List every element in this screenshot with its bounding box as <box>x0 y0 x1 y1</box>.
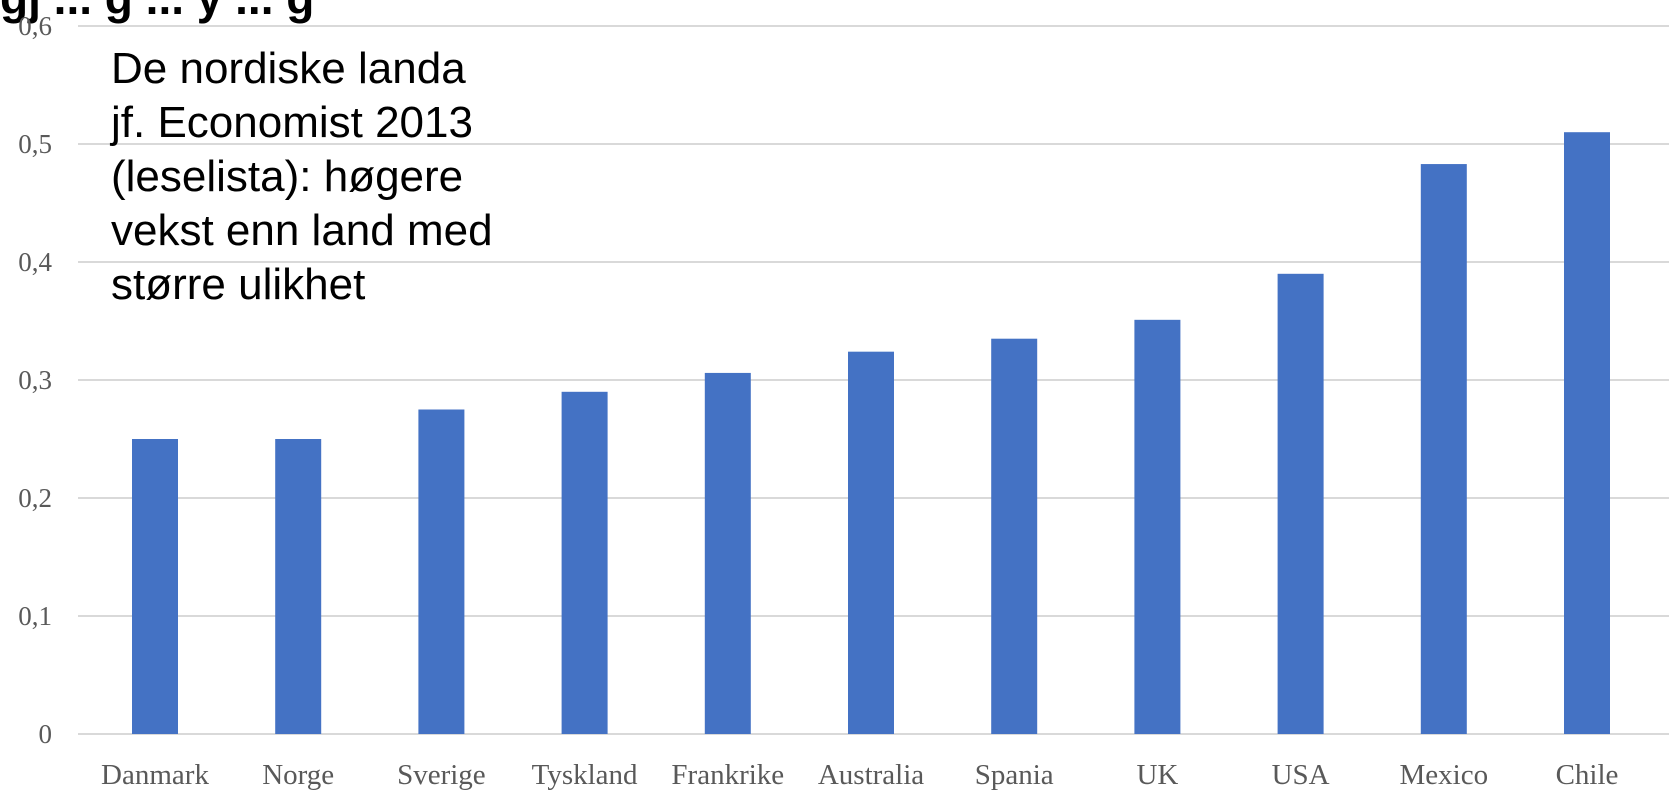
y-tick-label: 0,4 <box>18 247 52 277</box>
bar-uk <box>1134 319 1181 734</box>
bar-danmark <box>132 439 178 734</box>
bar-australia <box>848 351 894 734</box>
y-tick-label: 0,5 <box>18 129 52 159</box>
x-tick-label: Tyskland <box>532 759 638 791</box>
bar-sverige <box>418 409 465 734</box>
x-tick-label: Spania <box>975 759 1054 791</box>
x-tick-label: USA <box>1272 759 1330 791</box>
bar-chile <box>1564 132 1610 734</box>
annotation-line: vekst enn land med <box>111 206 493 255</box>
y-tick-label: 0,2 <box>18 483 52 513</box>
annotation-line: jf. Economist 2013 <box>111 98 473 147</box>
chart-title: gj ... g ... y ... g <box>0 0 314 24</box>
y-tick-label: 0,1 <box>18 601 52 631</box>
x-tick-label: Danmark <box>101 759 209 791</box>
bar-usa <box>1277 273 1324 734</box>
y-tick-label: 0 <box>39 719 53 749</box>
bar-frankrike <box>704 372 751 734</box>
y-tick-label: 0,3 <box>18 365 52 395</box>
x-tick-label: Frankrike <box>671 759 784 791</box>
bar-spania <box>991 338 1038 734</box>
x-tick-label: Australia <box>818 759 924 791</box>
y-tick-label: 0,6 <box>18 11 52 41</box>
annotation-line: De nordiske landa <box>111 44 466 93</box>
annotation-line: (leselista): høgere <box>111 152 464 201</box>
x-tick-label: Sverige <box>397 759 486 791</box>
bar-norge <box>275 439 322 734</box>
x-tick-label: Mexico <box>1400 759 1489 791</box>
chart-annotation: De nordiske landa jf. Economist 2013 (le… <box>111 42 571 312</box>
x-tick-label: UK <box>1136 759 1178 791</box>
annotation-line: større ulikhet <box>111 260 366 309</box>
x-tick-label: Norge <box>262 759 334 791</box>
bar-mexico <box>1420 164 1467 734</box>
bar-tyskland <box>561 391 608 734</box>
x-tick-label: Chile <box>1556 759 1619 791</box>
